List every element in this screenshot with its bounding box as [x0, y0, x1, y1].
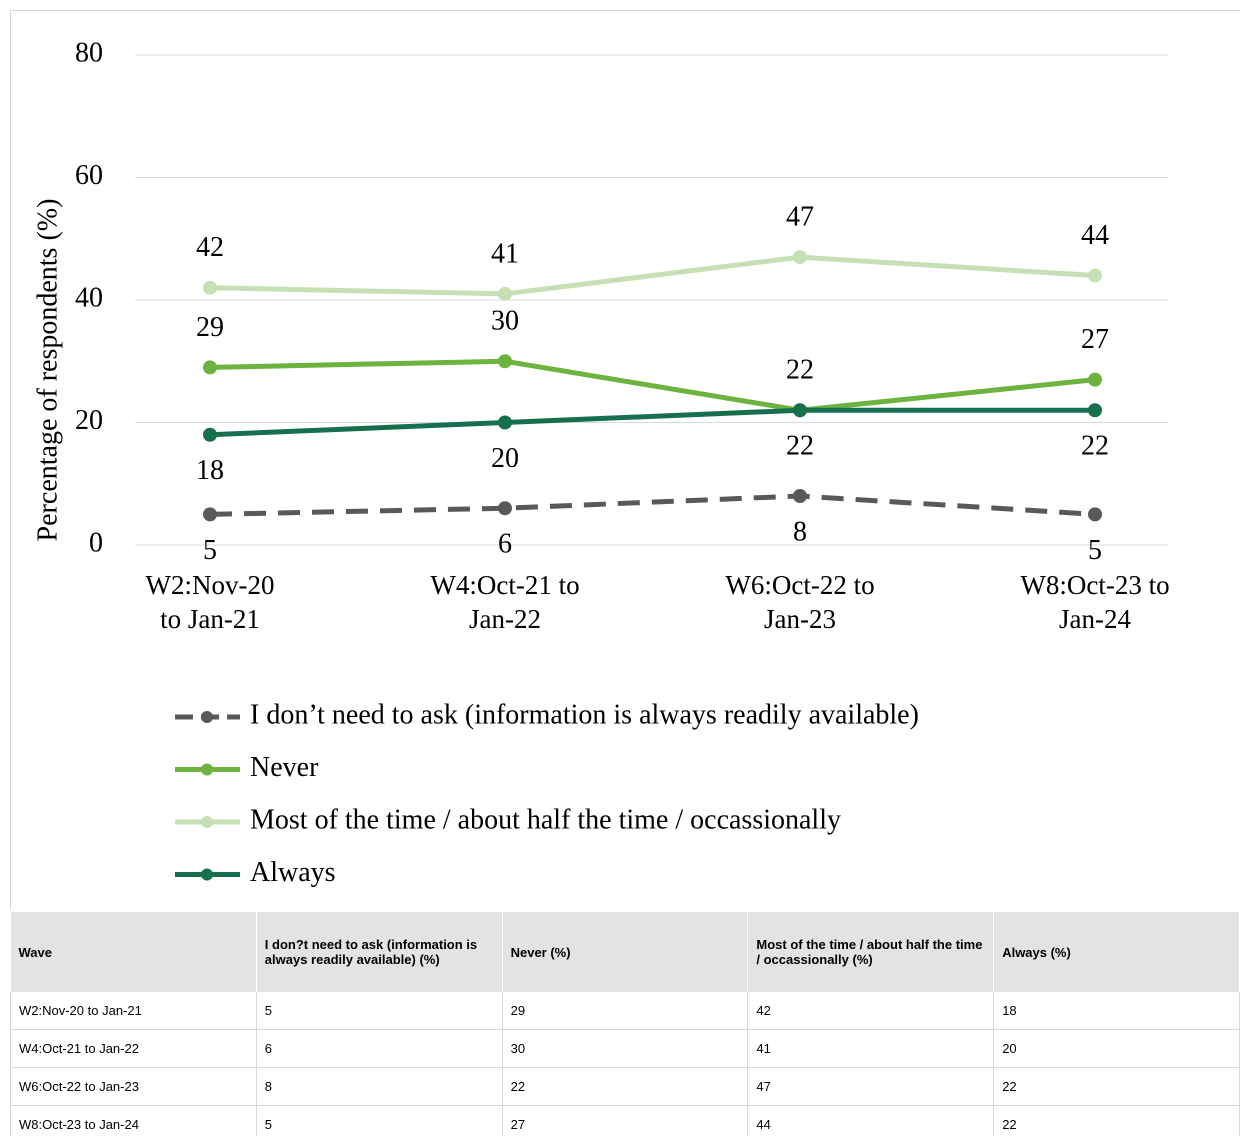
legend-marker — [201, 816, 213, 828]
data-point — [793, 403, 807, 418]
data-point — [498, 415, 512, 430]
data-label: 47 — [786, 202, 814, 233]
chart: Percentage of respondents (%) 0 20 40 60 80 5… — [10, 10, 1240, 910]
series-line — [209, 254, 1096, 297]
table-cell: 5 — [255, 992, 503, 1030]
table-row: W6:Oct-22 to Jan-23 8 22 47 22 — [10, 1067, 1240, 1106]
table-cell: W4:Oct-21 to Jan-22 — [10, 1029, 257, 1068]
x-tick-label: W6:Oct-22 to Jan-23 — [725, 570, 875, 634]
table-header-cell: Most of the time / about half the time /… — [747, 912, 995, 992]
series-line — [209, 358, 1096, 413]
data-point — [498, 354, 512, 369]
table-cell: 8 — [255, 1067, 503, 1106]
legend-label: I don’t need to ask (information is alwa… — [250, 699, 919, 730]
y-tick-label: 60 — [75, 160, 103, 191]
data-point — [1088, 507, 1102, 522]
data-label: 42 — [196, 232, 224, 263]
table-cell: 22 — [501, 1067, 749, 1106]
data-label: 5 — [203, 535, 217, 566]
data-label: 27 — [1081, 324, 1109, 355]
legend-label: Always — [250, 857, 336, 888]
data-label: 18 — [196, 455, 224, 486]
y-tick-label: 0 — [89, 527, 103, 558]
table-cell: 29 — [501, 992, 749, 1030]
table-cell: 6 — [255, 1029, 503, 1068]
table-cell: 42 — [747, 992, 995, 1030]
data-point — [793, 250, 807, 265]
legend-label: Never — [250, 752, 319, 783]
data-label: 22 — [1081, 431, 1109, 462]
legend-marker — [201, 868, 213, 881]
chart-frame — [10, 10, 1240, 910]
table-cell: 5 — [255, 1105, 503, 1136]
data-point — [498, 286, 512, 301]
data-point — [793, 489, 807, 503]
data-label: 8 — [793, 516, 807, 547]
table-header-cell: Always (%) — [993, 912, 1240, 992]
series-line — [209, 493, 1096, 517]
table-row: W8:Oct-23 to Jan-24 5 27 44 22 — [10, 1105, 1240, 1136]
data-point — [203, 427, 217, 442]
table-header-cell: I don?t need to ask (information is alwa… — [256, 912, 503, 992]
table-cell: 18 — [993, 992, 1240, 1030]
data-label: 29 — [196, 312, 224, 343]
data-point — [1088, 403, 1102, 418]
data-label: 41 — [491, 238, 519, 269]
data-point — [203, 280, 217, 295]
data-point — [498, 501, 512, 516]
table-cell: 22 — [993, 1105, 1240, 1136]
legend-label: Most of the time / about half the time /… — [250, 804, 841, 835]
data-label: 6 — [498, 529, 512, 560]
table-row: W2:Nov-20 to Jan-21 5 29 42 18 — [10, 992, 1240, 1030]
table-header: Wave I don?t need to ask (information is … — [10, 912, 1240, 992]
data-label: 5 — [1088, 535, 1102, 566]
table-header-cell: Never (%) — [502, 912, 749, 992]
table-cell: W6:Oct-22 to Jan-23 — [10, 1067, 257, 1106]
series-line — [209, 407, 1095, 438]
table-cell: 22 — [993, 1067, 1240, 1106]
table-row: W4:Oct-21 to Jan-22 6 30 41 20 — [10, 1029, 1240, 1068]
data-label: 22 — [786, 431, 814, 462]
table-cell: 20 — [993, 1029, 1240, 1068]
table-cell: 27 — [501, 1105, 749, 1136]
data-label: 44 — [1081, 220, 1109, 251]
data-point — [1088, 372, 1102, 387]
table-cell: W2:Nov-20 to Jan-21 — [10, 992, 257, 1030]
x-tick-label: W4:Oct-21 to Jan-22 — [430, 570, 580, 634]
x-tick-label: W2:Nov-20 to Jan-21 — [145, 570, 275, 634]
x-tick-label: W8:Oct-23 to Jan-24 — [1020, 570, 1170, 634]
y-axis-label: Percentage of respondents (%) — [32, 199, 63, 542]
y-tick-label: 40 — [75, 282, 103, 313]
legend-marker — [201, 711, 213, 723]
table-cell: 47 — [747, 1067, 995, 1106]
data-table: Wave I don?t need to ask (information is … — [10, 912, 1240, 1136]
y-tick-label: 80 — [75, 37, 103, 68]
table-cell: 41 — [747, 1029, 995, 1068]
table-cell: 44 — [747, 1105, 995, 1136]
table-body: W2:Nov-20 to Jan-21 5 29 42 18 W4:Oct-21 to J… — [10, 992, 1240, 1136]
data-label: 20 — [491, 443, 519, 474]
data-point — [1088, 268, 1102, 283]
data-label: 22 — [786, 355, 814, 386]
table-header-cell: Wave — [10, 912, 257, 992]
table-cell: W8:Oct-23 to Jan-24 — [10, 1105, 257, 1136]
legend-marker — [201, 763, 213, 776]
y-tick-label: 20 — [75, 405, 103, 436]
data-point — [203, 507, 217, 522]
data-point — [203, 360, 217, 375]
table-cell: 30 — [501, 1029, 749, 1068]
data-label: 30 — [491, 306, 519, 337]
